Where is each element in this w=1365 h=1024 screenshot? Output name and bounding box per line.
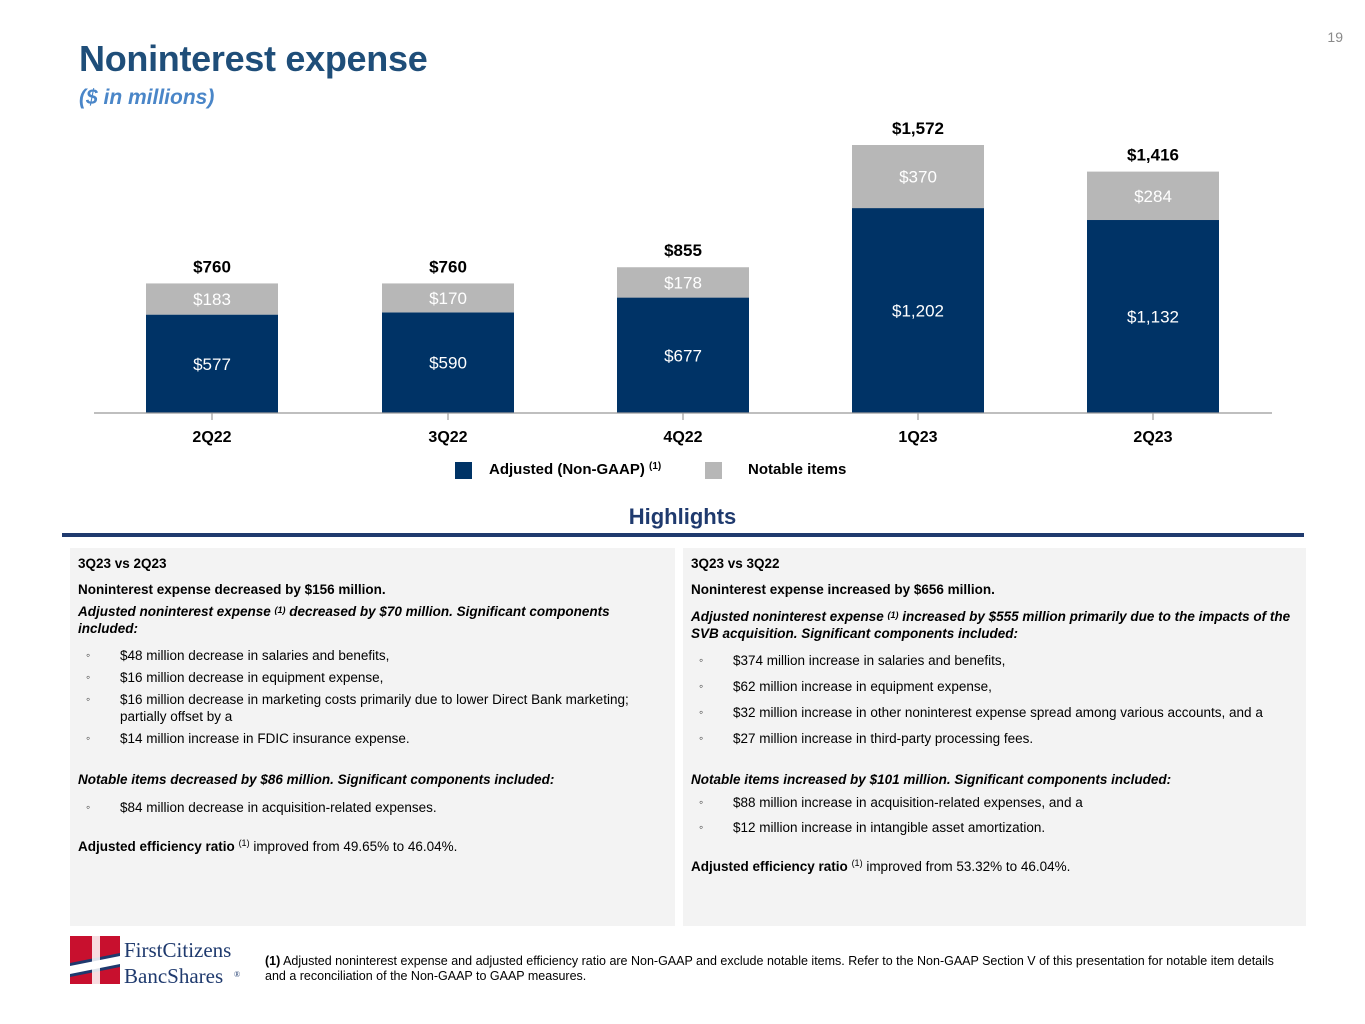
page-title: Noninterest expense: [79, 38, 428, 79]
page-number: 19: [1327, 29, 1343, 45]
x-tick-label-4Q22: 4Q22: [663, 429, 702, 446]
data-label-notable-1Q23: $370: [899, 168, 937, 187]
highlights-title: Highlights: [628, 504, 737, 529]
bullet-item: $12 million increase in intangible asset…: [691, 819, 1301, 836]
bullet-item: $88 million increase in acquisition-rela…: [691, 794, 1301, 811]
total-label-1Q23: $1,572: [892, 119, 944, 138]
panel-adjusted-list: $48 million decrease in salaries and ben…: [78, 647, 668, 747]
page-subtitle: ($ in millions): [79, 86, 215, 109]
panel-efficiency: Adjusted efficiency ratio (1) improved f…: [691, 858, 1071, 874]
legend-swatch-adjusted: [455, 462, 472, 479]
total-label-3Q22: $760: [429, 257, 467, 276]
panel-efficiency: Adjusted efficiency ratio (1) improved f…: [78, 838, 458, 854]
footnote: (1) Adjusted noninterest expense and adj…: [265, 954, 1274, 983]
bullet-item: $27 million increase in third-party proc…: [691, 730, 1301, 747]
x-tick-label-1Q23: 1Q23: [898, 429, 937, 446]
x-tick-label-2Q23: 2Q23: [1133, 429, 1172, 446]
panel-notable-heading: Notable items decreased by $86 million. …: [78, 772, 555, 787]
panel-adjusted-heading: Adjusted noninterest expense (1) increas…: [691, 609, 1291, 641]
panel-adjusted-list: $374 million increase in salaries and be…: [691, 652, 1301, 747]
bullet-item: $84 million decrease in acquisition-rela…: [78, 799, 668, 816]
legend-label-adjusted: Adjusted (Non-GAAP) (1): [489, 461, 661, 478]
bar-notable-4Q22: [617, 267, 749, 298]
panel-headline: Noninterest expense decreased by $156 mi…: [78, 582, 386, 597]
bullet-item: $16 million decrease in marketing costs …: [78, 691, 668, 725]
data-label-notable-3Q22: $170: [429, 289, 467, 308]
panel-period: 3Q23 vs 2Q23: [78, 556, 167, 571]
data-label-notable-2Q23: $284: [1134, 187, 1172, 206]
bar-adjusted-2Q23: [1087, 220, 1219, 413]
data-label-notable-4Q22: $178: [664, 273, 702, 292]
bar-notable-2Q23: [1087, 171, 1219, 221]
bullet-item: $32 million increase in other noninteres…: [691, 704, 1301, 721]
legend-label-notable: Notable items: [748, 461, 846, 478]
bar-adjusted-4Q22: [617, 297, 749, 413]
bullet-item: $14 million increase in FDIC insurance e…: [78, 730, 668, 747]
panel-notable-list: $88 million increase in acquisition-rela…: [691, 794, 1301, 836]
total-label-4Q22: $855: [664, 241, 702, 260]
total-label-2Q23: $1,416: [1127, 146, 1179, 165]
bar-adjusted-2Q22: [146, 314, 278, 413]
logo-line1: FirstCitizens: [124, 938, 231, 962]
panel-adjusted-heading: Adjusted noninterest expense (1) decreas…: [78, 604, 610, 636]
noninterest-expense-chart: $577 $183 $760 2Q22 $590 $170 $760 3Q22 $677 $178…: [94, 119, 1272, 479]
first-citizens-logo: FirstCitizens BancShares ®: [70, 936, 240, 987]
data-label-adjusted-2Q22: $577: [193, 355, 231, 374]
data-label-adjusted-4Q22: $677: [664, 346, 702, 365]
data-label-adjusted-2Q23: $1,132: [1127, 308, 1179, 327]
highlights-panel-yoy: 3Q23 vs 3Q22 Noninterest expense increas…: [683, 548, 1306, 926]
bar-adjusted-1Q23: [852, 208, 984, 413]
bar-adjusted-3Q22: [382, 312, 514, 413]
data-label-adjusted-3Q22: $590: [429, 354, 467, 373]
highlights-divider: [62, 533, 1304, 537]
total-label-2Q22: $760: [193, 257, 231, 276]
panel-notable-heading: Notable items increased by $101 million.…: [691, 772, 1172, 787]
panel-headline: Noninterest expense increased by $656 mi…: [691, 582, 995, 597]
highlights-panel-qoq: 3Q23 vs 2Q23 Noninterest expense decreas…: [70, 548, 675, 926]
bullet-item: $16 million decrease in equipment expens…: [78, 669, 668, 686]
logo-line2: BancShares: [124, 964, 223, 987]
logo-registered-mark: ®: [234, 970, 240, 979]
panel-period: 3Q23 vs 3Q22: [691, 556, 780, 571]
x-tick-label-3Q22: 3Q22: [428, 429, 467, 446]
x-tick-label-2Q22: 2Q22: [192, 429, 231, 446]
data-label-adjusted-1Q23: $1,202: [892, 302, 944, 321]
bullet-item: $48 million decrease in salaries and ben…: [78, 647, 668, 664]
legend-swatch-notable: [705, 462, 722, 479]
bullet-item: $374 million increase in salaries and be…: [691, 652, 1301, 669]
bullet-item: $62 million increase in equipment expens…: [691, 678, 1301, 695]
bar-notable-1Q23: [852, 145, 984, 209]
flag-mark-icon: [70, 936, 120, 984]
panel-notable-list: $84 million decrease in acquisition-rela…: [78, 799, 668, 816]
bar-notable-3Q22: [382, 283, 514, 313]
bar-notable-2Q22: [146, 283, 278, 315]
data-label-notable-2Q22: $183: [193, 290, 231, 309]
